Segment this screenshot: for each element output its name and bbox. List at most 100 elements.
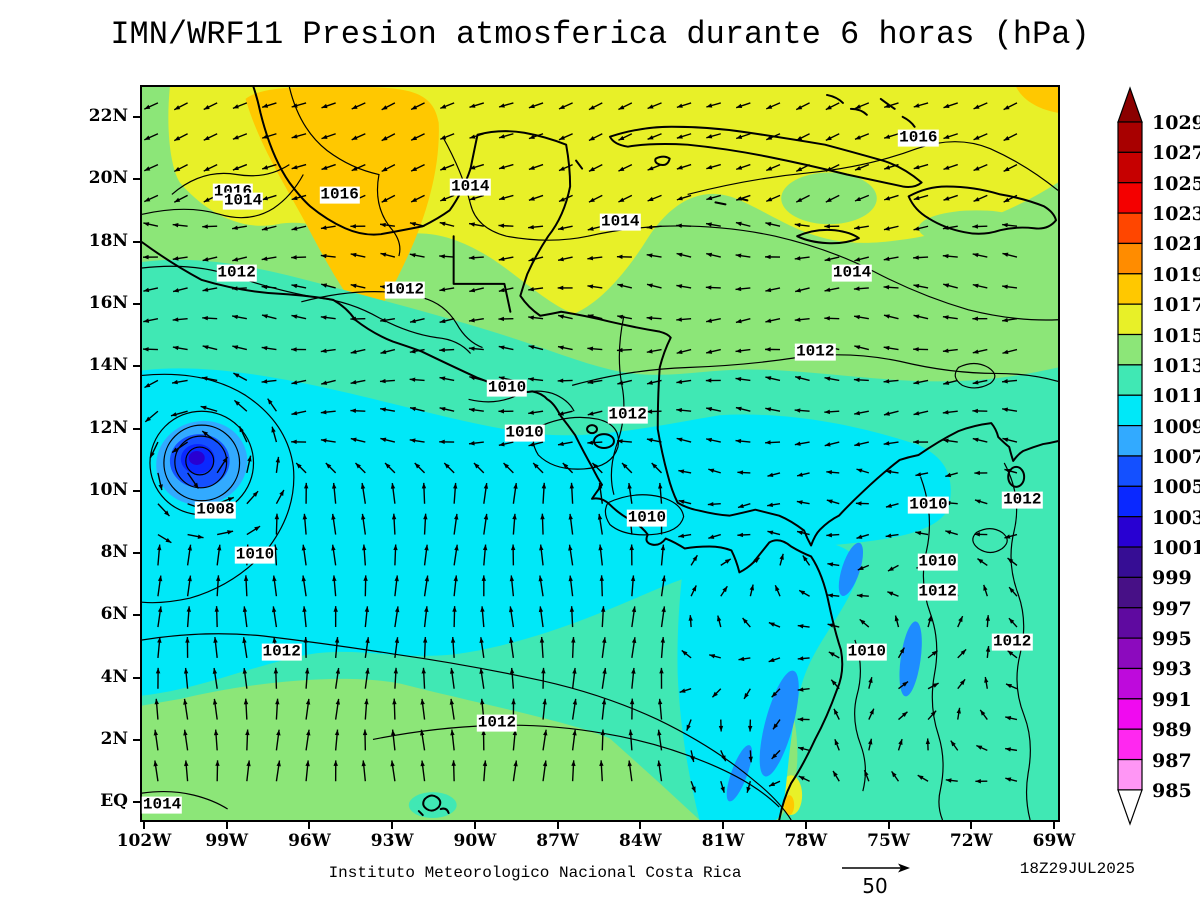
y-axis-label: 18N bbox=[88, 230, 128, 251]
contour-label: 1010 bbox=[917, 552, 958, 571]
x-axis-tick bbox=[473, 822, 476, 829]
colorbar-label: 1023 bbox=[1152, 203, 1200, 226]
contour-label: 1010 bbox=[846, 642, 887, 661]
contour-label: 1012 bbox=[216, 263, 257, 282]
y-axis-label: 6N bbox=[100, 604, 128, 625]
pressure-map bbox=[140, 85, 1060, 822]
y-axis-label: 10N bbox=[88, 479, 128, 500]
colorbar-label: 993 bbox=[1152, 658, 1192, 681]
x-axis-tick bbox=[970, 822, 973, 829]
x-axis-tick bbox=[722, 822, 725, 829]
contour-label: 1014 bbox=[450, 177, 491, 196]
colorbar-label: 1017 bbox=[1152, 294, 1200, 317]
colorbar-label: 989 bbox=[1152, 719, 1192, 742]
colorbar-label: 987 bbox=[1152, 749, 1192, 772]
y-axis-tick bbox=[133, 676, 140, 679]
x-axis-label: 99W bbox=[205, 831, 249, 851]
contour-label: 1012 bbox=[795, 342, 836, 361]
valid-timestamp: 18Z29JUL2025 bbox=[1019, 860, 1135, 878]
contour-label: 1016 bbox=[898, 128, 939, 147]
y-axis-tick bbox=[133, 365, 140, 368]
y-axis-tick bbox=[133, 614, 140, 617]
y-axis-label: 16N bbox=[88, 292, 128, 313]
y-axis-tick bbox=[133, 116, 140, 118]
x-axis-label: 69W bbox=[1032, 831, 1076, 851]
colorbar-label: 1009 bbox=[1152, 415, 1200, 438]
contour-label: 1012 bbox=[476, 713, 518, 732]
pressure-fill-regions bbox=[142, 87, 1058, 820]
x-axis-label: 78W bbox=[784, 831, 828, 851]
colorbar-label: 1025 bbox=[1152, 172, 1200, 195]
contour-label: 1010 bbox=[626, 508, 668, 527]
colorbar-label: 991 bbox=[1152, 688, 1192, 711]
contour-label: 1012 bbox=[607, 405, 648, 424]
x-axis-label: 90W bbox=[453, 831, 497, 851]
x-axis-label: 75W bbox=[867, 831, 910, 851]
y-axis-label: 22N bbox=[88, 106, 128, 126]
contour-label: 1012 bbox=[991, 632, 1033, 651]
colorbar-label: 1005 bbox=[1152, 476, 1200, 499]
contour-label: 1010 bbox=[486, 378, 528, 397]
y-axis-label: 14N bbox=[88, 355, 128, 376]
x-axis-tick bbox=[556, 822, 559, 829]
contour-label: 1016 bbox=[319, 185, 360, 204]
x-axis-label: 81W bbox=[701, 831, 745, 851]
y-axis-tick bbox=[133, 427, 140, 430]
colorbar-label: 1029 bbox=[1152, 112, 1200, 134]
contour-label: 1012 bbox=[917, 582, 958, 601]
y-axis-tick bbox=[133, 178, 140, 181]
y-axis-label: 20N bbox=[88, 168, 128, 189]
wind-reference-arrow-icon bbox=[840, 860, 912, 878]
y-axis-label: 8N bbox=[100, 542, 128, 563]
contour-label: 1014 bbox=[600, 212, 641, 231]
y-axis-label: EQ bbox=[100, 791, 128, 812]
colorbar-label: 1019 bbox=[1152, 263, 1200, 286]
x-axis-tick bbox=[308, 822, 311, 829]
y-axis-tick bbox=[133, 801, 140, 804]
colorbar-label: 1015 bbox=[1152, 324, 1200, 347]
x-axis-tick bbox=[225, 822, 228, 829]
colorbar-legend: 1029 1027 1025 1023 1021 1019 1017 1015 1013 1011… bbox=[1110, 84, 1200, 834]
y-axis-label: 4N bbox=[100, 666, 128, 687]
contour-label: 1014 bbox=[141, 795, 183, 814]
colorbar-label: 1021 bbox=[1152, 233, 1200, 256]
wind-vectors bbox=[142, 102, 1018, 793]
contour-label: 1010 bbox=[504, 423, 545, 442]
contour-label: 1014 bbox=[831, 263, 873, 282]
x-axis-tick bbox=[639, 822, 642, 829]
colorbar-swatches bbox=[1117, 86, 1143, 826]
y-axis-label: 12N bbox=[88, 417, 128, 438]
contour-label: 1012 bbox=[261, 642, 302, 661]
low-pressure-center bbox=[156, 420, 248, 505]
colorbar-label: 1001 bbox=[1152, 537, 1200, 560]
wind-reference-value: 50 bbox=[862, 874, 888, 898]
contour-label: 1010 bbox=[234, 545, 276, 564]
y-axis-label: 2N bbox=[100, 729, 128, 749]
y-axis-tick bbox=[133, 552, 140, 555]
x-axis-tick bbox=[143, 822, 145, 829]
colorbar-label: 1013 bbox=[1152, 354, 1200, 377]
y-axis-tick bbox=[133, 489, 140, 492]
x-axis-label: 72W bbox=[949, 831, 993, 851]
x-axis-tick bbox=[1053, 822, 1055, 829]
contour-label: 1014 bbox=[222, 192, 264, 211]
contour-label: 1010 bbox=[908, 495, 949, 514]
contour-label: 1008 bbox=[195, 500, 236, 519]
colorbar-label: 985 bbox=[1152, 779, 1192, 802]
colorbar-label: 1011 bbox=[1152, 385, 1200, 408]
contour-label: 1012 bbox=[1002, 490, 1043, 509]
x-axis-label: 96W bbox=[288, 831, 331, 851]
x-axis-label: 84W bbox=[618, 831, 662, 851]
x-axis-label: 102W bbox=[116, 831, 172, 851]
x-axis-tick bbox=[887, 822, 890, 829]
y-axis-tick bbox=[133, 240, 140, 243]
contour-label: 1012 bbox=[384, 280, 426, 299]
x-axis-tick bbox=[391, 822, 394, 829]
colorbar-label: 1027 bbox=[1152, 142, 1200, 165]
pressure-map-canvas bbox=[142, 87, 1058, 820]
colorbar-label: 1007 bbox=[1152, 445, 1200, 468]
institute-credit: Instituto Meteorologico Nacional Costa R… bbox=[328, 864, 742, 882]
y-axis-tick bbox=[133, 739, 140, 741]
x-axis-tick bbox=[804, 822, 807, 829]
